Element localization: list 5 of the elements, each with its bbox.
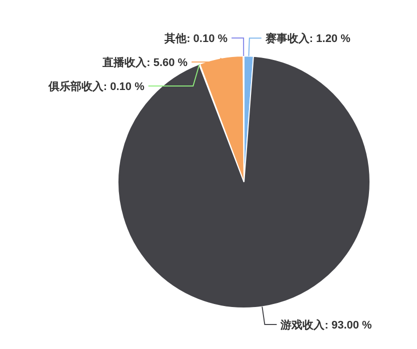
slice-label: 赛事收入: 1.20 % — [264, 32, 351, 46]
slice-label: 直播收入: 5.60 % — [102, 56, 188, 69]
slice-label: 游戏收入: 93.00 % — [280, 318, 372, 332]
slice-label: 其他: 0.10 % — [164, 32, 228, 45]
slice-label: 俱乐部收入: 0.10 % — [47, 80, 145, 93]
